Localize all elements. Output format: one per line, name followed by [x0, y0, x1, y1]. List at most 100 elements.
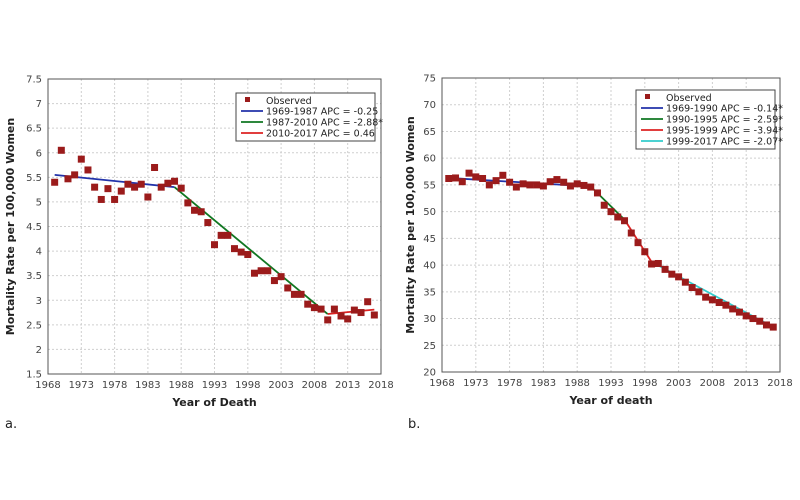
x-tick-label: 1983 — [531, 378, 556, 389]
observed-point — [310, 304, 318, 312]
observed-point — [64, 175, 72, 183]
x-axis-title: Year of death — [568, 394, 652, 407]
observed-point — [124, 180, 132, 188]
legend-label-3: 2010-2017 APC = 0.46 — [266, 129, 375, 140]
y-tick-label: 25 — [423, 341, 436, 352]
observed-point — [144, 193, 152, 201]
y-tick-label: 7 — [36, 99, 42, 110]
x-tick-label: 1988 — [564, 378, 589, 389]
x-tick-label: 1978 — [102, 380, 127, 391]
observed-point — [708, 296, 716, 304]
observed-point — [526, 181, 534, 189]
x-tick-label: 1993 — [598, 378, 623, 389]
x-tick-label: 1983 — [135, 380, 160, 391]
panel-label: a. — [5, 417, 17, 432]
observed-point — [117, 187, 125, 195]
observed-point — [317, 305, 325, 313]
y-axis-title: Mortality Rate per 100,000 Women — [404, 116, 417, 333]
observed-point — [621, 217, 629, 225]
observed-point — [648, 260, 656, 268]
x-tick-label: 2008 — [302, 380, 327, 391]
legend-label-2: 1987-2010 APC = -2.88* — [266, 118, 383, 129]
observed-point — [506, 178, 514, 186]
observed-point — [600, 201, 608, 209]
x-tick-label: 2003 — [666, 378, 691, 389]
x-axis-title: Year of Death — [171, 396, 256, 409]
observed-point — [344, 315, 352, 323]
observed-point — [91, 183, 99, 191]
y-tick-label: 20 — [423, 368, 436, 379]
observed-point — [560, 178, 568, 186]
panel-label: b. — [408, 417, 420, 432]
observed-point — [573, 180, 581, 188]
y-tick-label: 2 — [36, 345, 42, 356]
observed-point — [230, 245, 238, 253]
observed-point — [164, 179, 172, 187]
observed-point — [131, 183, 139, 191]
legend-label-1: 1969-1990 APC = -0.14* — [666, 104, 783, 115]
observed-point — [304, 300, 312, 308]
observed-point — [184, 199, 192, 207]
observed-point — [445, 174, 453, 182]
y-tick-label: 5.5 — [26, 173, 42, 184]
observed-point — [330, 305, 338, 313]
x-tick-label: 1978 — [497, 378, 522, 389]
observed-point — [452, 174, 460, 182]
y-tick-label: 6.5 — [26, 124, 42, 135]
observed-point — [749, 315, 757, 323]
x-tick-label: 2013 — [335, 380, 360, 391]
x-tick-label: 2018 — [767, 378, 792, 389]
observed-point — [702, 293, 710, 301]
y-tick-label: 3 — [36, 296, 42, 307]
observed-point — [533, 181, 541, 189]
legend-label-3: 1995-1999 APC = -3.94* — [666, 126, 783, 137]
observed-point — [244, 251, 252, 259]
observed-point — [191, 206, 199, 214]
observed-point — [197, 208, 205, 216]
observed-point — [250, 269, 258, 277]
observed-point — [539, 182, 547, 190]
y-tick-label: 70 — [423, 100, 436, 111]
legend-observed-marker — [245, 97, 250, 102]
y-axis-title: Mortality Rate per 100,000 Women — [4, 118, 17, 335]
observed-point — [290, 290, 298, 298]
observed-point — [668, 270, 676, 278]
observed-point — [641, 248, 649, 256]
observed-point — [587, 183, 595, 191]
x-tick-label: 1968 — [35, 380, 60, 391]
x-tick-label: 2018 — [368, 380, 393, 391]
x-tick-label: 1968 — [429, 378, 454, 389]
observed-point — [695, 288, 703, 296]
legend-label-4: 1999-2017 APC = -2.07* — [666, 137, 783, 148]
observed-point — [177, 184, 185, 192]
y-tick-label: 7.5 — [26, 75, 42, 86]
x-tick-label: 2013 — [733, 378, 758, 389]
observed-point — [324, 316, 332, 324]
observed-point — [171, 177, 179, 185]
observed-point — [614, 213, 622, 221]
observed-point — [277, 273, 285, 281]
y-tick-label: 6 — [36, 148, 42, 159]
observed-point — [157, 183, 165, 191]
observed-point — [512, 183, 520, 191]
x-tick-label: 1998 — [235, 380, 260, 391]
observed-point — [204, 219, 212, 227]
observed-point — [57, 146, 65, 154]
observed-point — [350, 306, 358, 314]
observed-point — [688, 284, 696, 292]
observed-point — [270, 277, 278, 285]
plot-area — [441, 77, 781, 373]
observed-point — [257, 267, 265, 275]
observed-point — [264, 267, 272, 275]
x-tick-label: 2008 — [700, 378, 725, 389]
x-tick-label: 1973 — [463, 378, 488, 389]
panel-b: 20 25 30 35 40 45 50 55 60 65 70 75 1968 1973 1978 1983… — [404, 74, 793, 433]
observed-point — [458, 178, 466, 186]
y-tick-label: 65 — [423, 127, 436, 138]
x-tick-label: 1998 — [632, 378, 657, 389]
y-tick-label: 35 — [423, 287, 436, 298]
observed-point — [580, 181, 588, 189]
